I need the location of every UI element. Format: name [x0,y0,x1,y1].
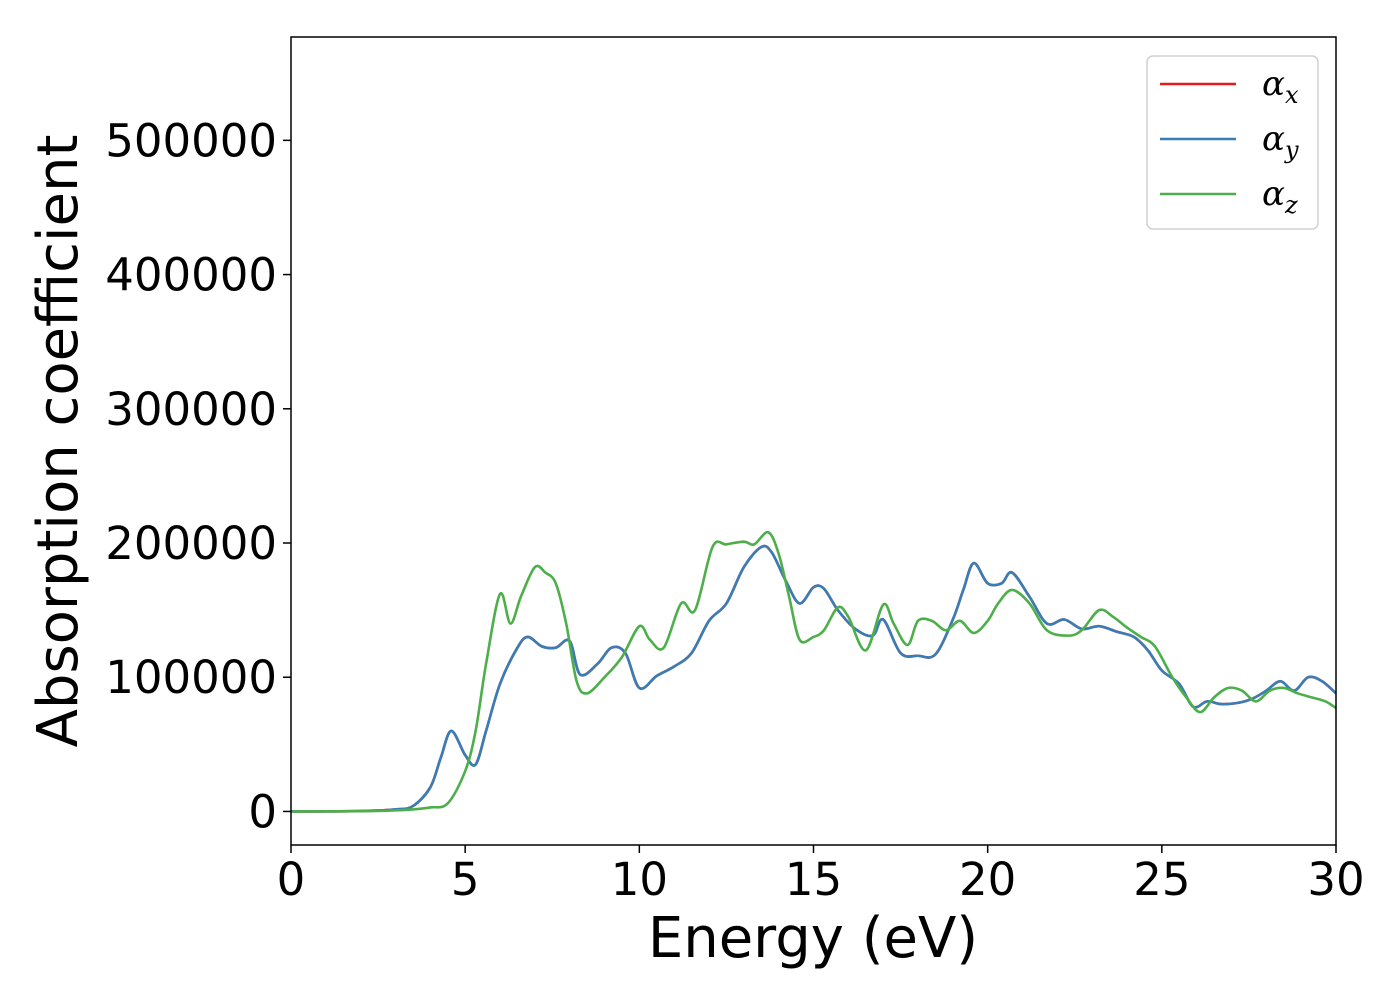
x-axis: 0 5 10 15 20 25 30 [277,845,1365,906]
y-tick-label: 0 [248,785,277,838]
series-line-y [291,544,1336,813]
y-tick-label: 300000 [105,383,277,436]
legend-label-x: αx [1262,64,1299,109]
series-layer [291,530,1336,813]
x-tick-label: 10 [611,853,668,906]
x-tick-label: 5 [451,853,480,906]
y-tick-label: 100000 [105,651,277,704]
y-tick-label: 200000 [105,517,277,570]
x-tick-label: 20 [959,853,1016,906]
x-axis-label: Energy (eV) [648,906,978,971]
x-tick-label: 25 [1133,853,1190,906]
y-tick-label: 500000 [105,114,277,167]
x-tick-label: 30 [1307,853,1364,906]
y-axis-label: Absorption coefficient [26,135,91,748]
legend-frame [1146,55,1319,230]
x-tick-label: 0 [277,853,306,906]
y-axis: 0 100000 200000 300000 400000 500000 [105,114,291,838]
y-tick-label: 400000 [105,249,277,302]
x-tick-label: 15 [785,853,842,906]
legend-label-z: αz [1262,174,1298,219]
legend: αx αy αz [1146,55,1319,230]
series-line-z [291,530,1336,813]
legend-label-y: αy [1262,119,1299,164]
